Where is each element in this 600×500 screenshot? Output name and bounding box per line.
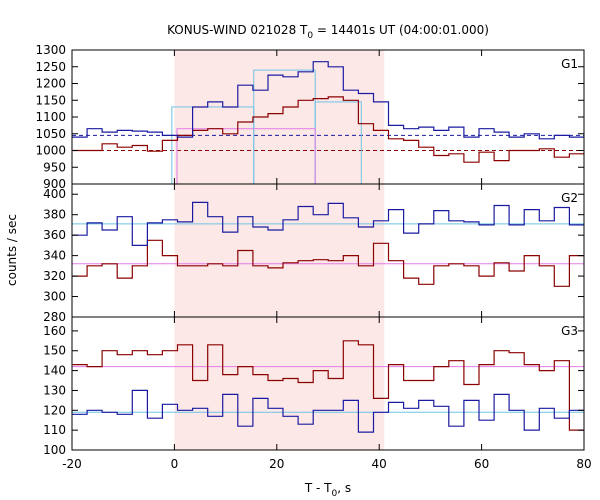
y-tick-label: 360 (43, 228, 66, 242)
y-tick-label: 130 (43, 383, 66, 397)
y-tick-label: 380 (43, 208, 66, 222)
y-tick-label: 140 (43, 364, 66, 378)
x-tick-label: 80 (576, 457, 591, 471)
y-tick-label: 110 (43, 423, 66, 437)
y-tick-label: 1300 (35, 43, 66, 57)
y-tick-label: 120 (43, 403, 66, 417)
y-tick-label: 150 (43, 344, 66, 358)
y-tick-label: 1050 (35, 127, 66, 141)
y-tick-label: 1250 (35, 60, 66, 74)
plot-area: 9009501000105011001150120012501300G12803… (35, 43, 591, 471)
x-tick-label: 20 (269, 457, 284, 471)
y-tick-label: 950 (43, 160, 66, 174)
y-tick-label: 1200 (35, 77, 66, 91)
series-blue-steps (72, 201, 584, 246)
x-tick-label: 0 (171, 457, 179, 471)
y-tick-label: 400 (43, 187, 66, 201)
chart-title: KONUS-WIND 021028 T0 = 14401s UT (04:00:… (167, 23, 489, 41)
x-tick-label: 60 (474, 457, 489, 471)
highlight-interval (174, 50, 385, 450)
x-axis-label: T - T0, s (304, 481, 351, 499)
y-tick-label: 320 (43, 269, 66, 283)
series-blue-steps (72, 389, 584, 433)
y-tick-label: 100 (43, 443, 66, 457)
series-red-steps (72, 340, 584, 431)
y-tick-label: 340 (43, 249, 66, 263)
y-tick-label: 900 (43, 177, 66, 191)
series-red-steps (72, 239, 584, 287)
y-tick-label: 160 (43, 324, 66, 338)
panel-g2: 280 300 320 340 360 380 400 G2 (43, 183, 585, 324)
y-tick-label: 1000 (35, 144, 66, 158)
series-red-steps (72, 96, 584, 163)
panel-label: G1 (561, 57, 578, 71)
y-tick-label: 300 (43, 290, 66, 304)
x-tick-label: -20 (62, 457, 82, 471)
y-tick-label: 1100 (35, 110, 66, 124)
y-axis-label: counts / sec (5, 214, 19, 286)
x-tick-label: 40 (372, 457, 387, 471)
panel-g3: 100 110 120 130 140 150 160 G3 (43, 316, 585, 457)
series-blue-steps (72, 61, 584, 140)
panel-label: G3 (561, 324, 578, 338)
panel-label: G2 (561, 191, 578, 205)
panel-frame (71, 316, 585, 451)
y-tick-label: 1150 (35, 93, 66, 107)
y-tick-label: 280 (43, 310, 66, 324)
